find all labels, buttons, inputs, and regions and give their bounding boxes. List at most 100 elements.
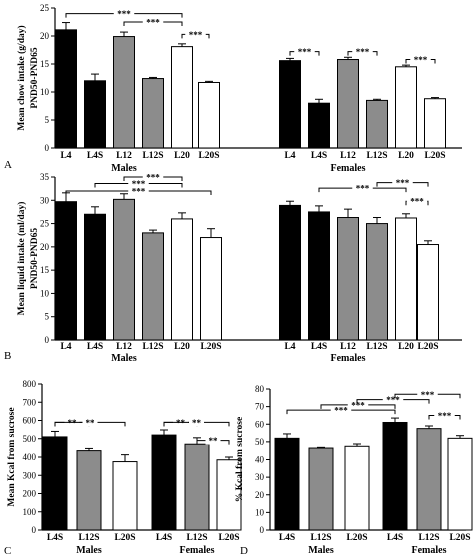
significance-mask-a xyxy=(142,17,164,26)
bar-a xyxy=(113,36,135,149)
bar-d xyxy=(416,428,442,531)
significance-label-b: *** xyxy=(132,186,146,196)
bar-b xyxy=(171,218,193,341)
x-tick-label-b: L20S xyxy=(200,342,221,352)
x-tick-label-c: L4S xyxy=(47,533,63,543)
y-tick-label-c: 700 xyxy=(23,397,37,407)
y-tick-label-c: 600 xyxy=(23,416,37,426)
y-tick-label-a: 15 xyxy=(40,59,50,69)
group-label-d: Males xyxy=(308,545,334,556)
significance-label-d: *** xyxy=(421,390,435,400)
y-tick-label-d: 10 xyxy=(255,507,265,517)
significance-label-b: *** xyxy=(146,173,160,183)
significance-label-b: *** xyxy=(396,178,410,188)
significance-label-b: *** xyxy=(356,184,370,194)
significance-mask-a xyxy=(294,46,315,56)
significance-label-a: *** xyxy=(414,55,428,65)
bar-d xyxy=(344,445,370,531)
panel-label-a: A xyxy=(4,159,12,171)
panel-label-b: B xyxy=(4,350,11,362)
significance-label-d: *** xyxy=(438,411,452,421)
x-tick-label-c: L4S xyxy=(156,533,172,543)
significance-mask-d xyxy=(347,399,369,409)
x-tick-label-b: L12 xyxy=(116,342,132,352)
bar-a xyxy=(279,60,301,149)
bar-c xyxy=(216,459,242,531)
bar-a xyxy=(198,81,220,149)
x-tick-label-d: L20S xyxy=(346,533,367,543)
x-tick-label-b: L12 xyxy=(340,342,356,352)
significance-mask-b xyxy=(142,172,164,181)
y-tick-label-c: 100 xyxy=(23,507,37,517)
y-tick-label-c: 400 xyxy=(23,452,37,462)
x-tick-label-c: L12S xyxy=(78,533,99,543)
y-tick-label-c: 200 xyxy=(23,489,37,499)
x-tick-label-a: L4 xyxy=(60,151,71,161)
y-tick-label-d: 0 xyxy=(260,525,265,535)
bar-d xyxy=(308,447,334,531)
bar-c xyxy=(184,443,210,531)
group-label-d: Females xyxy=(412,545,447,556)
x-tick-label-b: L4S xyxy=(311,342,327,352)
bar-b xyxy=(200,237,222,341)
significance-mask-d xyxy=(330,405,352,415)
bar-a xyxy=(308,102,330,149)
significance-mask-b xyxy=(406,196,428,206)
y-tick-label-a: 25 xyxy=(40,3,50,13)
y-tick-label-b: 15 xyxy=(40,265,50,275)
x-tick-label-a: L12 xyxy=(340,151,356,161)
y-tick-label-b: 25 xyxy=(40,219,50,229)
x-tick-label-a: L4 xyxy=(284,151,295,161)
x-tick-label-a: L20 xyxy=(174,151,190,161)
y-tick-label-a: 0 xyxy=(45,143,50,153)
x-tick-label-c: L20S xyxy=(218,533,239,543)
significance-mask-d xyxy=(434,410,455,420)
x-tick-label-d: L12S xyxy=(418,533,439,543)
x-tick-label-a: L12S xyxy=(366,151,387,161)
x-tick-label-b: L12S xyxy=(366,342,387,352)
significance-mask-b xyxy=(128,178,149,188)
bar-b xyxy=(279,204,301,341)
x-tick-label-c: L12S xyxy=(186,533,207,543)
significance-mask-a xyxy=(410,54,431,64)
y-axis-title-d: % Kcal from sucrose xyxy=(235,417,245,502)
y-tick-label-c: 300 xyxy=(23,470,37,480)
significance-label-c: ** xyxy=(192,418,202,428)
y-tick-label-d: 50 xyxy=(255,437,265,447)
chart-b: 0 5 10 15 20 25 30 35 Mean liquid intake (ml/day… xyxy=(16,172,462,364)
significance-label-a: *** xyxy=(356,47,370,57)
bar-c xyxy=(151,434,177,531)
significance-mask-b xyxy=(128,185,149,195)
significance-label-a: *** xyxy=(298,47,312,57)
bar-a xyxy=(424,98,446,149)
x-tick-label-d: L4S xyxy=(387,533,403,543)
x-tick-label-b: L20 xyxy=(398,342,414,352)
y-tick-label-d: 60 xyxy=(255,419,265,429)
significance-mask-c xyxy=(205,435,221,445)
y-axis-title-a: PND50-PND65 xyxy=(30,47,40,108)
bar-c xyxy=(112,461,138,531)
significance-mask-b xyxy=(352,183,373,193)
y-tick-label-a: 10 xyxy=(40,87,50,97)
y-tick-label-b: 5 xyxy=(45,312,50,322)
bar-b xyxy=(417,244,439,341)
bar-a xyxy=(142,78,164,149)
y-tick-label-d: 40 xyxy=(255,455,265,465)
significance-label-a: *** xyxy=(117,9,131,19)
bar-b xyxy=(142,232,164,341)
significance-mask-a xyxy=(185,29,206,39)
chart-c: 0 100 200 300 400 500 600 700 800 Mean Kcal from … xyxy=(7,379,242,556)
significance-label-b: *** xyxy=(132,179,146,189)
x-tick-label-a: L4S xyxy=(87,151,103,161)
x-tick-label-b: L4S xyxy=(87,342,103,352)
x-tick-label-a: L20 xyxy=(398,151,414,161)
y-tick-label-c: 800 xyxy=(23,379,37,389)
group-label-b: Females xyxy=(331,353,366,364)
group-label-a: Males xyxy=(111,163,137,174)
y-tick-label-a: 20 xyxy=(40,31,50,41)
bar-b xyxy=(55,201,77,341)
bar-d xyxy=(382,421,408,531)
bar-b xyxy=(366,223,388,341)
y-tick-label-a: 5 xyxy=(45,115,50,125)
y-tick-label-b: 20 xyxy=(40,242,50,252)
